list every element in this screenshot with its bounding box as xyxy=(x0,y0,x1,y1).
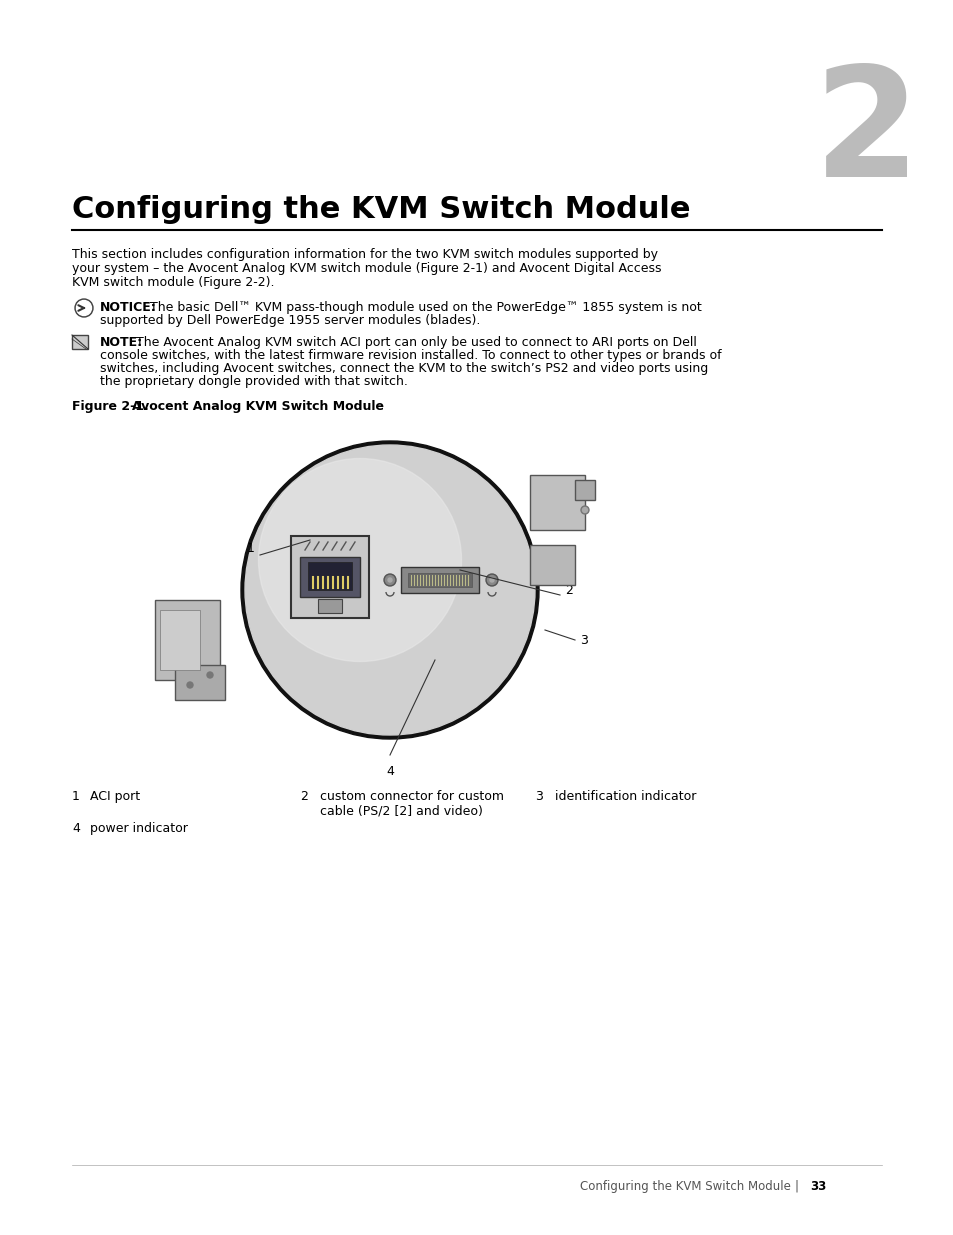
Text: Avocent Analog KVM Switch Module: Avocent Analog KVM Switch Module xyxy=(132,400,384,412)
Text: Configuring the KVM Switch Module: Configuring the KVM Switch Module xyxy=(579,1179,790,1193)
Text: Configuring the KVM Switch Module: Configuring the KVM Switch Module xyxy=(71,195,690,224)
Text: 3: 3 xyxy=(579,634,587,646)
Text: cable (PS/2 [2] and video): cable (PS/2 [2] and video) xyxy=(319,804,482,818)
Text: This section includes configuration information for the two KVM switch modules s: This section includes configuration info… xyxy=(71,248,658,261)
Text: The basic Dell™ KVM pass-though module used on the PowerEdge™ 1855 system is not: The basic Dell™ KVM pass-though module u… xyxy=(146,301,701,314)
Text: NOTE:: NOTE: xyxy=(100,336,143,350)
Circle shape xyxy=(241,441,538,739)
Text: NOTICE:: NOTICE: xyxy=(100,301,156,314)
FancyBboxPatch shape xyxy=(408,573,472,587)
Circle shape xyxy=(485,574,497,585)
Text: 1: 1 xyxy=(71,790,80,803)
Circle shape xyxy=(245,445,535,735)
Text: Figure 2-1.: Figure 2-1. xyxy=(71,400,149,412)
FancyBboxPatch shape xyxy=(71,335,88,350)
Text: supported by Dell PowerEdge 1955 server modules (blades).: supported by Dell PowerEdge 1955 server … xyxy=(100,314,480,327)
Text: The Avocent Analog KVM switch ACI port can only be used to connect to ARI ports : The Avocent Analog KVM switch ACI port c… xyxy=(132,336,696,350)
Text: |: | xyxy=(794,1179,799,1193)
Circle shape xyxy=(388,578,392,582)
Text: identification indicator: identification indicator xyxy=(555,790,696,803)
Circle shape xyxy=(490,578,494,582)
Circle shape xyxy=(258,458,461,662)
Text: 1: 1 xyxy=(247,541,254,555)
Text: 4: 4 xyxy=(71,823,80,835)
Circle shape xyxy=(487,576,496,584)
Circle shape xyxy=(187,682,193,688)
Text: switches, including Avocent switches, connect the KVM to the switch’s PS2 and vi: switches, including Avocent switches, co… xyxy=(100,362,707,375)
FancyBboxPatch shape xyxy=(530,475,584,530)
Text: custom connector for custom: custom connector for custom xyxy=(319,790,503,803)
Text: ACI port: ACI port xyxy=(90,790,140,803)
Text: power indicator: power indicator xyxy=(90,823,188,835)
Text: 2: 2 xyxy=(564,583,572,597)
Text: the proprietary dongle provided with that switch.: the proprietary dongle provided with tha… xyxy=(100,375,408,388)
Circle shape xyxy=(580,506,588,514)
FancyBboxPatch shape xyxy=(317,599,341,613)
Text: 3: 3 xyxy=(535,790,542,803)
Text: 4: 4 xyxy=(386,764,394,778)
Text: console switches, with the latest firmware revision installed. To connect to oth: console switches, with the latest firmwa… xyxy=(100,350,720,362)
Circle shape xyxy=(582,508,587,513)
FancyBboxPatch shape xyxy=(154,600,220,680)
Text: 2: 2 xyxy=(813,61,919,209)
Circle shape xyxy=(384,574,395,585)
Circle shape xyxy=(385,576,395,584)
Circle shape xyxy=(76,300,91,315)
FancyBboxPatch shape xyxy=(308,562,352,590)
Text: 2: 2 xyxy=(299,790,308,803)
FancyBboxPatch shape xyxy=(291,536,369,618)
Circle shape xyxy=(75,299,92,317)
Text: your system – the Avocent Analog KVM switch module (Figure 2-1) and Avocent Digi: your system – the Avocent Analog KVM swi… xyxy=(71,262,660,275)
Text: KVM switch module (Figure 2-2).: KVM switch module (Figure 2-2). xyxy=(71,275,274,289)
FancyBboxPatch shape xyxy=(575,480,595,500)
Circle shape xyxy=(207,672,213,678)
FancyBboxPatch shape xyxy=(299,557,359,597)
FancyBboxPatch shape xyxy=(530,545,575,585)
Text: 33: 33 xyxy=(809,1179,825,1193)
FancyBboxPatch shape xyxy=(400,567,478,593)
FancyBboxPatch shape xyxy=(160,610,200,671)
FancyBboxPatch shape xyxy=(174,664,225,700)
